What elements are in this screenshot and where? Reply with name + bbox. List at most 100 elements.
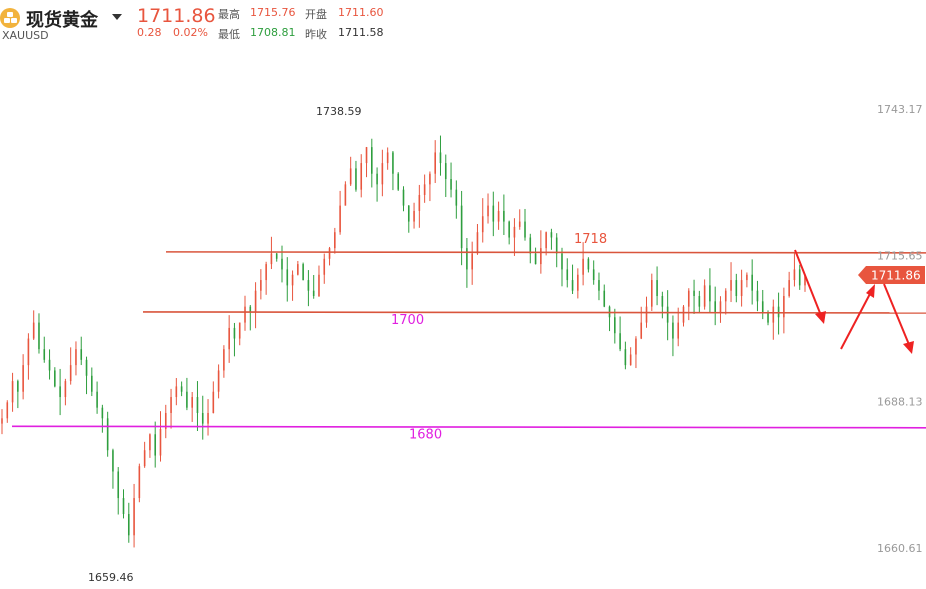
candle-body (534, 253, 537, 265)
candle-body (545, 232, 547, 249)
candle-body (64, 381, 67, 398)
candle-body (223, 349, 225, 371)
candle-body (476, 232, 479, 254)
candle-body (106, 418, 109, 451)
candle-body (714, 301, 716, 312)
candle-body (693, 290, 695, 297)
candle-body (555, 237, 558, 254)
candle-body (133, 498, 135, 536)
candle-body (392, 152, 394, 174)
candle-body (265, 264, 267, 281)
level-line-1718[interactable] (165, 251, 926, 254)
candle-body (164, 412, 167, 429)
candle-body (761, 301, 764, 312)
candle-body (254, 290, 257, 312)
candle-body (186, 391, 188, 408)
open-label: 开盘 (305, 8, 327, 21)
candle-body (513, 226, 516, 238)
candle-body (175, 386, 178, 398)
candle-body (444, 163, 447, 180)
candle-body (730, 280, 732, 291)
candles-group (1, 135, 806, 548)
candle-body (334, 232, 336, 249)
candle-body (518, 221, 521, 227)
candle-body (180, 386, 183, 392)
low-label: 最低 (218, 28, 240, 41)
candle-body (381, 163, 384, 185)
candle-body (122, 498, 125, 515)
candle-body (529, 237, 532, 254)
candle-body (43, 349, 46, 360)
candle-body (323, 258, 326, 275)
candle-body (798, 269, 801, 286)
open-value: 1711.60 (338, 6, 384, 19)
forecast-arrows (794, 249, 914, 354)
candle-body (112, 450, 114, 472)
candle-body (297, 264, 299, 275)
candle-body (672, 322, 674, 339)
low-value: 1708.81 (250, 26, 296, 39)
last-price: 1711.86 (137, 5, 216, 27)
high-label: 最高 (218, 8, 240, 21)
candle-body (27, 338, 30, 366)
candle-body (481, 216, 484, 233)
candle-body (603, 290, 606, 307)
prev-close-value: 1711.58 (338, 26, 384, 39)
candle-body (260, 280, 262, 291)
candle-body (302, 264, 304, 281)
level-label-1718: 1718 (574, 232, 607, 247)
candle-body (1, 418, 3, 424)
arrow-down-icon (794, 249, 826, 324)
candle-body (418, 194, 421, 211)
price-change-pct: 0.02% (173, 26, 208, 39)
candle-body (550, 232, 553, 238)
candle-body (687, 290, 690, 307)
candle-body (48, 359, 51, 371)
candle-body (561, 253, 563, 270)
candle-body (196, 397, 199, 413)
prev-close-label: 昨收 (305, 28, 327, 41)
price-change: 0.28 (137, 26, 162, 39)
candle-body (788, 280, 790, 297)
level-line-1680[interactable] (11, 425, 926, 429)
candle-body (397, 173, 400, 190)
candle-body (127, 514, 130, 536)
candle-body (355, 168, 357, 190)
candle-body (339, 205, 341, 233)
candle-body (492, 205, 495, 222)
candle-body (724, 290, 727, 302)
candle-body (635, 338, 637, 355)
candle-body (645, 306, 648, 323)
candle-body (719, 301, 722, 312)
candle-body (281, 258, 283, 270)
level-line-1700[interactable] (142, 311, 926, 314)
candle-body (275, 253, 278, 259)
candle-body (80, 349, 83, 360)
candle-body (159, 428, 162, 456)
candle-body (32, 322, 35, 339)
candle-body (75, 349, 77, 366)
y-axis: 1743.17 1715.65 1688.13 1660.61 (877, 103, 923, 555)
candle-body (577, 274, 579, 291)
symbol-name[interactable]: 现货黄金 (26, 10, 98, 31)
chevron-down-icon[interactable] (112, 14, 122, 20)
candle-body (312, 290, 315, 297)
arrow-up-icon (840, 284, 875, 350)
candle-body (376, 173, 378, 185)
candle-body (386, 152, 389, 164)
candle-body (371, 147, 373, 174)
candle-body (656, 280, 658, 297)
high-value: 1715.76 (250, 6, 296, 19)
candle-body (328, 248, 331, 259)
candle-body (117, 471, 120, 499)
candle-body (756, 290, 759, 302)
candle-body (101, 407, 104, 419)
candle-body (365, 147, 368, 164)
current-price-text: 1711.86 (871, 269, 921, 283)
candle-body (666, 306, 669, 323)
candle-body (270, 253, 273, 265)
candle-body (661, 296, 664, 307)
max-annotation: 1738.59 (316, 105, 362, 118)
candle-body (508, 221, 510, 238)
